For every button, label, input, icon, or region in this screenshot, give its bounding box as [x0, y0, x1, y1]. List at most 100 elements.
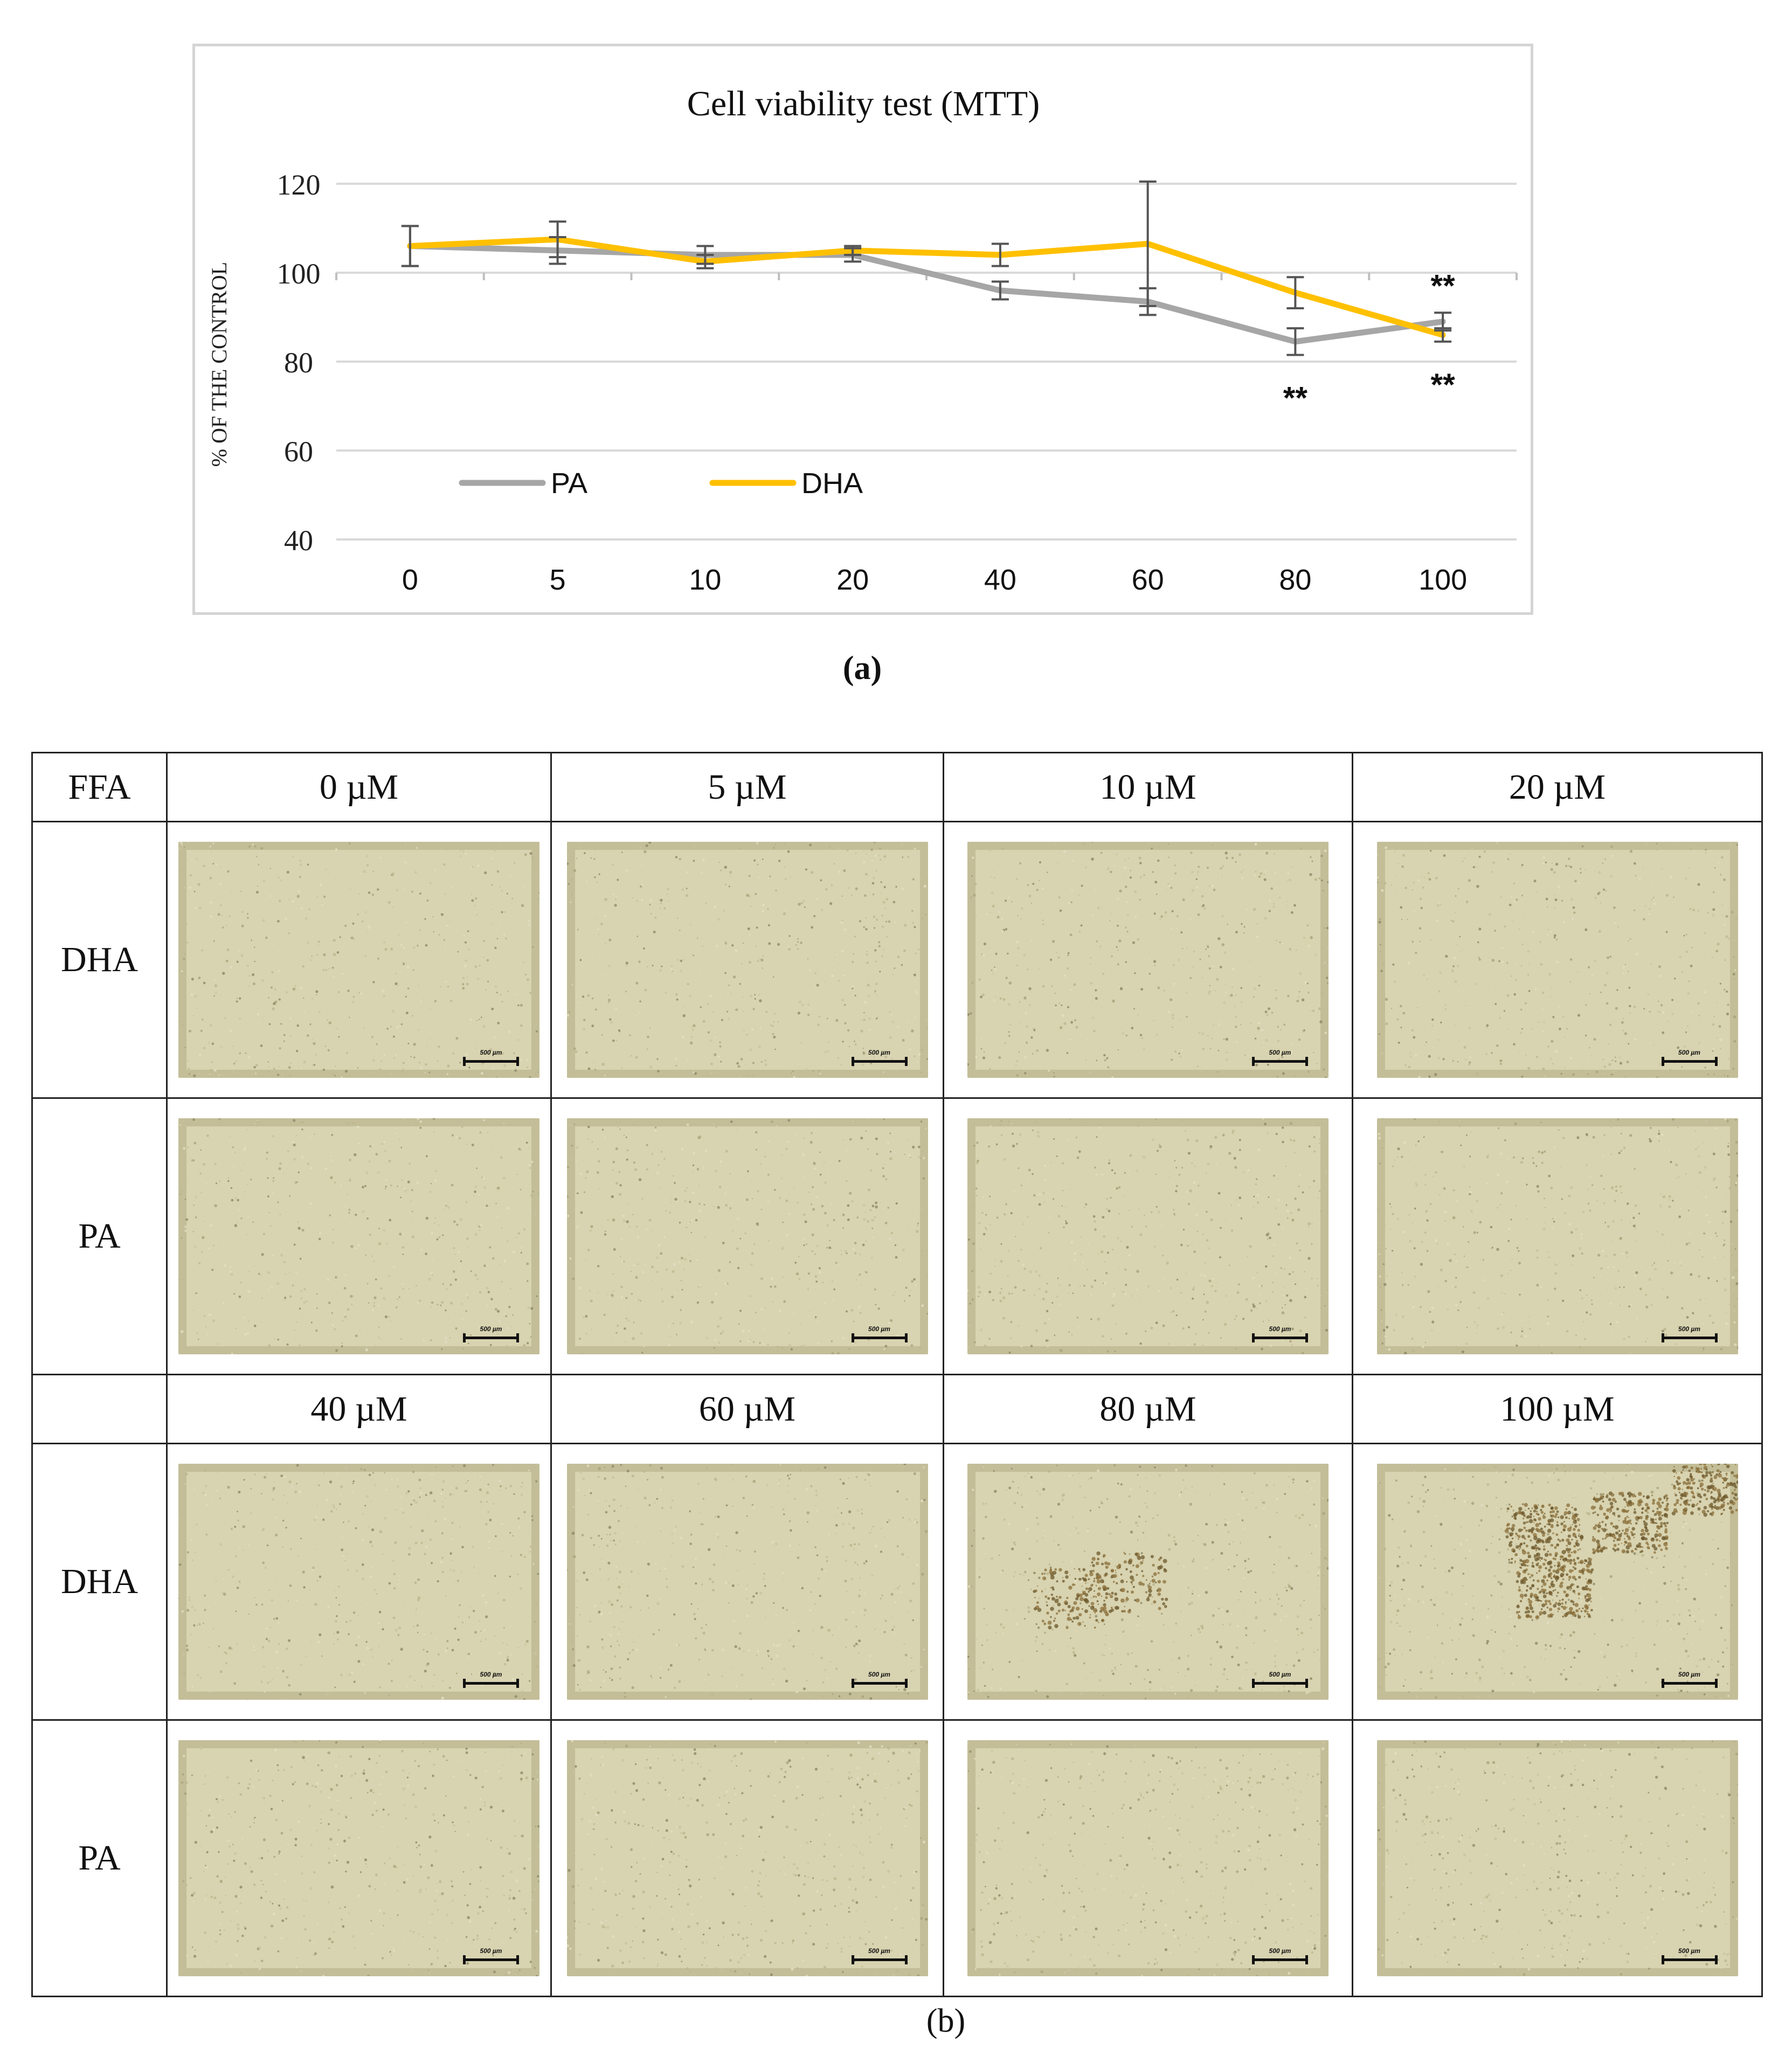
scale-bar-label: 500 µm — [1678, 1049, 1700, 1056]
scale-bar-line — [1252, 1333, 1308, 1342]
scale-bar-line — [851, 1333, 908, 1342]
y-tick-label: 40 — [284, 524, 313, 557]
legend-label: DHA — [801, 467, 863, 500]
scale-bar-label: 500 µm — [1678, 1947, 1700, 1955]
scale-bar: 500 µm — [1252, 1049, 1308, 1066]
conc-header: 100 µM — [1352, 1374, 1763, 1444]
scale-bar-line — [1661, 1679, 1718, 1688]
series-line-dha — [407, 236, 1446, 338]
scale-bar: 500 µm — [851, 1325, 908, 1342]
scale-bar-label: 500 µm — [1678, 1325, 1700, 1333]
scale-bar: 500 µm — [1252, 1671, 1308, 1688]
y-tick-label: 60 — [284, 435, 313, 468]
micrograph-pa-100: 500 µm — [1376, 1740, 1738, 1976]
micrograph-pa-80: 500 µm — [967, 1740, 1329, 1976]
y-tick-label: 80 — [284, 347, 313, 379]
scale-bar-line — [463, 1057, 519, 1066]
micrograph-texture — [967, 1118, 1329, 1354]
conc-header: 0 µM — [166, 752, 552, 822]
micrograph-texture — [1376, 1740, 1738, 1976]
caption-b: (b) — [926, 2003, 966, 2039]
row-label-dha: DHA — [31, 1443, 168, 1721]
scale-bar: 500 µm — [463, 1049, 519, 1066]
corner-blank — [31, 1374, 168, 1444]
micrograph-texture — [566, 1740, 928, 1976]
micrograph-texture — [967, 1464, 1329, 1700]
micrograph-pa-0: 500 µm — [178, 1118, 539, 1354]
scale-bar-label: 500 µm — [480, 1671, 502, 1678]
significance-marker: ** — [1283, 381, 1308, 416]
scale-bar: 500 µm — [1252, 1947, 1308, 1964]
scale-bar-label: 500 µm — [868, 1049, 890, 1056]
scale-bar: 500 µm — [1252, 1325, 1308, 1342]
error-bar-dha — [696, 254, 714, 269]
scale-bar: 500 µm — [1661, 1671, 1718, 1688]
scale-bar-line — [463, 1333, 519, 1342]
micrograph-texture — [967, 842, 1329, 1078]
scale-bar-line — [1252, 1057, 1308, 1066]
corner-label: FFA — [31, 752, 168, 822]
x-tick-label: 10 — [689, 564, 721, 596]
error-bar-dha — [1434, 327, 1452, 343]
header-row-bottom: 40 µM 60 µM 80 µM 100 µM — [31, 1374, 1763, 1444]
scale-bar: 500 µm — [1661, 1049, 1718, 1066]
error-bar-dha — [844, 245, 862, 256]
chart-title: Cell viability test (MTT) — [687, 84, 1040, 123]
conc-header: 10 µM — [943, 752, 1353, 822]
scale-bar-label: 500 µm — [480, 1325, 502, 1333]
x-tick-label: 80 — [1279, 564, 1311, 596]
scale-bar-label: 500 µm — [1269, 1325, 1291, 1333]
scale-bar: 500 µm — [851, 1049, 908, 1066]
scale-bar: 500 µm — [1661, 1947, 1718, 1964]
scale-bar-label: 500 µm — [868, 1325, 890, 1333]
significance-marker: ** — [1431, 368, 1456, 403]
micrograph-texture — [967, 1740, 1329, 1976]
scale-bar: 500 µm — [463, 1325, 519, 1342]
micrograph-texture — [566, 1118, 928, 1354]
micrograph-texture — [566, 1464, 928, 1700]
conc-header: 60 µM — [550, 1374, 944, 1444]
x-tick-label: 0 — [402, 564, 418, 596]
scale-bar-label: 500 µm — [1678, 1671, 1700, 1678]
scale-bar: 500 µm — [463, 1671, 519, 1688]
scale-bar: 500 µm — [851, 1947, 908, 1964]
row-pa-bottom: PA 500 µm 500 µm 500 µm 500 µm — [31, 1719, 1763, 1997]
error-bar-dha — [1139, 180, 1157, 307]
scale-bar-label: 500 µm — [480, 1049, 502, 1056]
caption-a: (a) — [842, 650, 882, 687]
scale-bar-label: 500 µm — [1269, 1049, 1291, 1056]
x-tick-label: 100 — [1419, 564, 1467, 596]
micrograph-dha-80: 500 µm — [967, 1464, 1329, 1700]
scale-bar-label: 500 µm — [1269, 1671, 1291, 1678]
micrograph-table: FFA 0 µM 5 µM 10 µM 20 µM DHA 500 µm 500… — [31, 752, 1763, 1997]
error-bar-pa — [991, 280, 1009, 301]
conc-header: 80 µM — [943, 1374, 1353, 1444]
micrograph-texture — [1376, 1118, 1738, 1354]
micrograph-pa-40: 500 µm — [178, 1740, 539, 1976]
scale-bar: 500 µm — [851, 1671, 908, 1688]
scale-bar: 500 µm — [463, 1947, 519, 1964]
micrograph-texture — [178, 842, 539, 1078]
micrograph-pa-20: 500 µm — [1376, 1118, 1738, 1354]
micrograph-dha-60: 500 µm — [566, 1464, 928, 1700]
scale-bar-line — [1661, 1333, 1718, 1342]
chart-panel: Cell viability test (MTT) 40 60 80 100 120% O… — [192, 44, 1533, 615]
scale-bar-line — [1661, 1955, 1718, 1964]
conc-header: 20 µM — [1352, 752, 1763, 822]
scale-bar-line — [1252, 1679, 1308, 1688]
x-tick-label: 20 — [836, 564, 869, 596]
scale-bar-line — [1252, 1955, 1308, 1964]
micrograph-dha-20: 500 µm — [1376, 842, 1738, 1078]
micrograph-pa-60: 500 µm — [566, 1740, 928, 1976]
micrograph-texture — [178, 1464, 539, 1700]
significance-marker: ** — [1431, 268, 1456, 303]
micrograph-dha-0: 500 µm — [178, 842, 539, 1078]
micrograph-pa-10: 500 µm — [967, 1118, 1329, 1354]
row-dha-bottom: DHA 500 µm 500 µm 500 µm 500 µm — [31, 1443, 1763, 1721]
error-bar-dha — [401, 225, 419, 267]
scale-bar-label: 500 µm — [868, 1671, 890, 1678]
error-bar-dha — [549, 220, 566, 259]
x-tick-label: 60 — [1132, 564, 1164, 596]
row-dha-top: DHA 500 µm 500 µm 500 µm 500 µm — [31, 821, 1763, 1099]
